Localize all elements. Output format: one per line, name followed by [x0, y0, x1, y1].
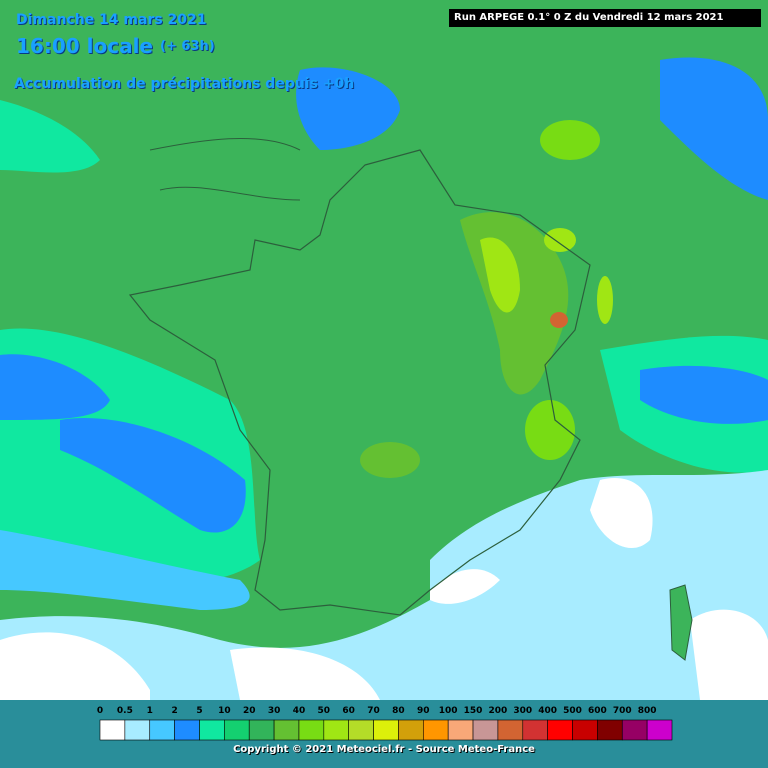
lead-time: (+ 63h)	[160, 39, 215, 54]
legend-swatch	[149, 719, 175, 741]
rain-zone	[540, 120, 600, 160]
legend-swatch	[99, 719, 126, 741]
rain-zone	[597, 276, 613, 324]
rain-zone	[525, 400, 575, 460]
sea-light-rain	[0, 470, 768, 700]
legend-swatch	[373, 719, 399, 741]
france-border	[128, 149, 591, 616]
sea-rain-blue	[296, 67, 400, 150]
legend-swatch	[323, 719, 349, 741]
rain-core	[550, 312, 568, 328]
legend-tick-label: 10	[218, 706, 231, 716]
legend-swatch	[298, 719, 325, 741]
legend-swatch	[447, 719, 474, 741]
legend-tick-label: 1	[146, 706, 153, 716]
sea-rain-blue	[660, 57, 768, 200]
legend-tick-label: 80	[392, 706, 405, 716]
sea-light	[0, 100, 100, 173]
legend-tick-label: 800	[637, 706, 657, 716]
legend-swatch	[124, 719, 151, 741]
legend-swatch	[423, 719, 449, 741]
sea-rain-blue	[640, 365, 768, 424]
legend-tick-label: 40	[292, 706, 306, 716]
legend-swatch	[273, 719, 300, 741]
legend-tick-label: 30	[267, 706, 281, 716]
legend-tick-label: 150	[463, 706, 483, 716]
legend-swatch	[174, 719, 200, 741]
rain-zone	[360, 442, 420, 478]
rain-zone	[544, 228, 576, 252]
legend-swatch	[248, 719, 275, 741]
no-rain	[690, 609, 768, 700]
legend-tick-label: 300	[513, 706, 533, 716]
sea-rain-blue	[0, 354, 110, 420]
legend-swatch	[572, 719, 598, 741]
forecast-date: Dimanche 14 mars 2021	[16, 12, 207, 28]
legend-swatch	[348, 719, 374, 741]
copyright: Copyright © 2021 Meteociel.fr - Source M…	[233, 744, 535, 755]
no-rain	[430, 569, 500, 604]
legend-tick-label: 0	[96, 706, 104, 716]
corsica	[669, 584, 693, 661]
legend-tick-label: 70	[367, 706, 380, 716]
map-subtitle: Accumulation de précipitations depuis +0…	[14, 76, 355, 92]
forecast-time: 16:00 locale	[16, 34, 153, 58]
legend-swatch	[646, 719, 673, 741]
legend-tick-label: 60	[342, 706, 355, 716]
legend-swatch	[199, 719, 225, 741]
no-rain	[230, 647, 380, 700]
legend-tick-label: 5	[196, 706, 203, 716]
legend	[0, 700, 768, 768]
legend-tick-label: 0.5	[116, 706, 133, 716]
legend-tick-label: 90	[417, 706, 430, 716]
legend-swatch	[398, 719, 424, 741]
legend-tick-label: 700	[612, 706, 632, 716]
legend-swatch	[472, 719, 499, 741]
legend-tick-label: 50	[317, 706, 331, 716]
legend-tick-label: 20	[242, 706, 256, 716]
legend-swatch	[497, 719, 524, 741]
legend-tick-label: 100	[438, 706, 458, 716]
legend-tick-label: 600	[587, 706, 607, 716]
no-rain	[590, 478, 653, 549]
rain-zone	[480, 237, 520, 313]
run-label: Run ARPEGE 0.1° 0 Z du Vendredi 12 mars …	[449, 9, 761, 27]
legend-swatch	[224, 719, 250, 741]
legend-tick-label: 500	[563, 706, 582, 716]
legend-swatch	[597, 719, 623, 741]
legend-swatch	[621, 719, 648, 741]
uk-coast	[149, 138, 301, 201]
legend-tick-label: 400	[538, 706, 558, 716]
legend-swatch	[547, 719, 573, 741]
legend-swatch	[522, 719, 548, 741]
legend-tick-label: 200	[488, 706, 508, 716]
no-rain	[0, 632, 150, 700]
sea-rain-lightblue	[0, 530, 250, 610]
sea-rain-blue	[60, 418, 246, 533]
legend-tick-label: 2	[171, 706, 178, 716]
